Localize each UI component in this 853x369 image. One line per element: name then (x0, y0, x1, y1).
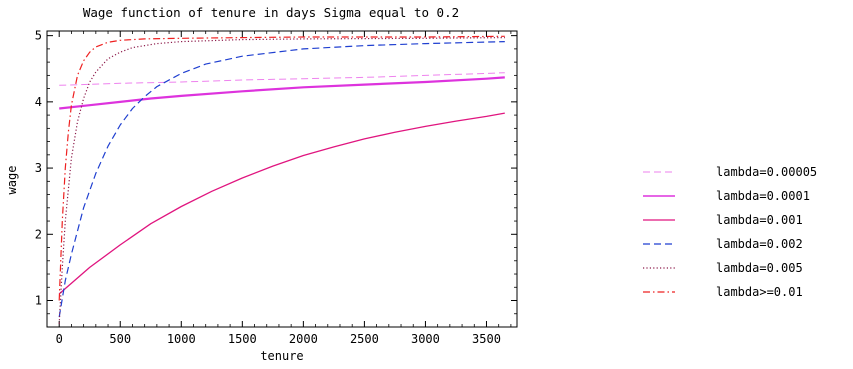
y-tick-label: 4 (35, 95, 42, 109)
plot-frame (46, 30, 518, 328)
x-tick-label: 500 (109, 332, 131, 346)
legend: lambda=0.00005 lambda=0.0001 lambda=0.001 l… (643, 165, 817, 299)
plot-series (58, 35, 505, 324)
series-line-2 (59, 76, 505, 110)
y-tick-label: 1 (35, 294, 42, 308)
legend-label-3: lambda=0.001 (716, 213, 803, 227)
y-axis-label: wage (5, 166, 19, 195)
legend-label-5: lambda=0.005 (716, 261, 803, 275)
y-tick-label: 3 (35, 161, 42, 175)
x-tick-label: 3000 (411, 332, 440, 346)
series-line-5 (58, 37, 505, 324)
legend-label-2: lambda=0.0001 (716, 189, 810, 203)
series-line-1 (59, 72, 505, 86)
series-line-6 (58, 35, 505, 301)
x-tick-label: 2000 (289, 332, 318, 346)
series-line-4 (58, 41, 505, 318)
legend-label-4: lambda=0.002 (716, 237, 803, 251)
axis-ticks: 0 500 1000 1500 2000 2500 3000 3500 1 2 3 4 5 (35, 29, 517, 346)
chart-title: Wage function of tenure in days Sigma eq… (83, 5, 459, 20)
x-tick-label: 2500 (350, 332, 379, 346)
x-tick-label: 3500 (472, 332, 501, 346)
y-tick-label: 5 (35, 29, 42, 43)
legend-label-1: lambda=0.00005 (716, 165, 817, 179)
x-tick-label: 1000 (167, 332, 196, 346)
y-tick-label: 2 (35, 227, 42, 241)
x-axis-label: tenure (260, 349, 303, 363)
x-tick-label: 1500 (228, 332, 257, 346)
x-tick-label: 0 (56, 332, 63, 346)
legend-label-6: lambda>=0.01 (716, 285, 803, 299)
series-line-3 (58, 112, 505, 295)
